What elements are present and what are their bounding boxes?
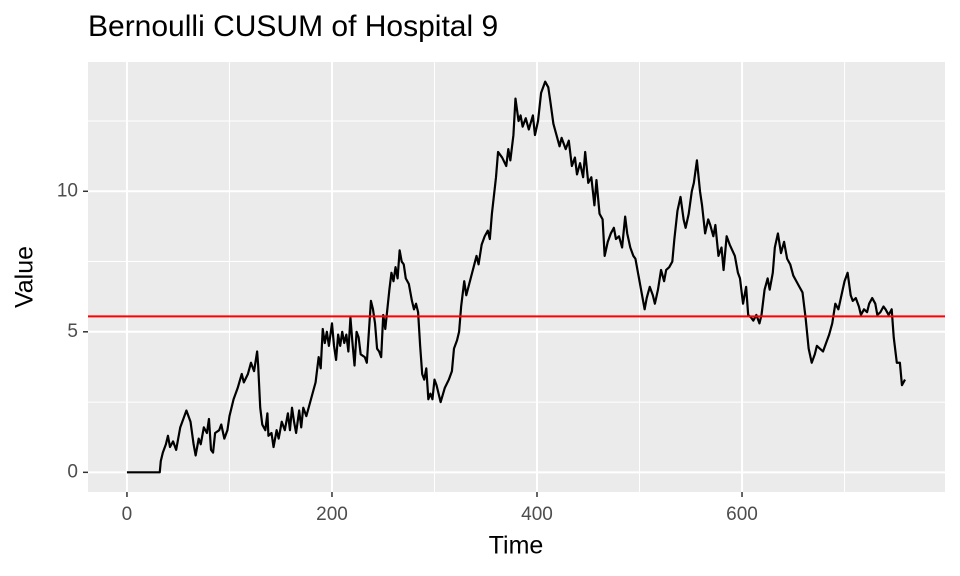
x-axis-label: Time bbox=[489, 532, 544, 560]
x-tick-label: 200 bbox=[316, 504, 348, 525]
x-tick-label: 400 bbox=[521, 504, 553, 525]
x-tick-label: 600 bbox=[726, 504, 758, 525]
chart-title: Bernoulli CUSUM of Hospital 9 bbox=[88, 10, 498, 43]
panel bbox=[88, 62, 945, 492]
y-tick-label: 10 bbox=[57, 180, 78, 201]
y-axis-label: Value bbox=[11, 246, 39, 308]
y-tick-label: 0 bbox=[67, 461, 78, 482]
x-tick-label: 0 bbox=[122, 504, 133, 525]
y-tick-label: 5 bbox=[67, 321, 78, 342]
grid bbox=[88, 62, 945, 492]
plot bbox=[88, 80, 945, 474]
data-line bbox=[126, 80, 906, 474]
